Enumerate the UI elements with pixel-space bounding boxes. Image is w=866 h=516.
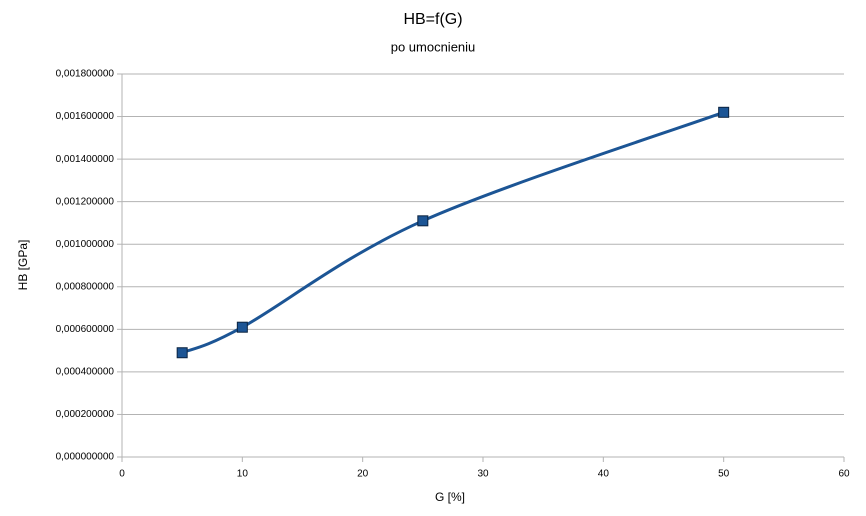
y-axis-label: HB [GPa] xyxy=(16,240,30,291)
y-tick-label: 0,001600000 xyxy=(56,111,115,122)
series-line xyxy=(181,110,725,355)
y-tick-label: 0,000000000 xyxy=(56,452,115,463)
marker xyxy=(417,215,429,227)
y-tick-label: 0,001200000 xyxy=(56,196,115,207)
y-tick-label: 0,000600000 xyxy=(56,324,115,335)
x-tick-label: 30 xyxy=(477,469,489,480)
marker xyxy=(176,347,188,359)
y-tick-label: 0,001400000 xyxy=(56,154,115,165)
x-axis-label: G [%] xyxy=(435,490,465,504)
x-tick-label: 50 xyxy=(718,469,730,480)
y-tick-label: 0,000200000 xyxy=(56,409,115,420)
x-tick-label: 10 xyxy=(237,469,249,480)
marker xyxy=(236,321,248,333)
y-tick-label: 0,001800000 xyxy=(56,69,115,80)
chart-subtitle: po umocnieniu xyxy=(391,39,476,54)
x-tick-label: 40 xyxy=(598,469,610,480)
x-tick-label: 0 xyxy=(119,469,125,480)
marker xyxy=(718,106,730,118)
y-tick-label: 0,000800000 xyxy=(56,281,115,292)
y-tick-label: 0,001000000 xyxy=(56,239,115,250)
x-tick-label: 60 xyxy=(838,469,850,480)
y-tick-label: 0,000400000 xyxy=(56,367,115,378)
chart-title: HB=f(G) xyxy=(403,11,462,28)
x-tick-label: 20 xyxy=(357,469,369,480)
